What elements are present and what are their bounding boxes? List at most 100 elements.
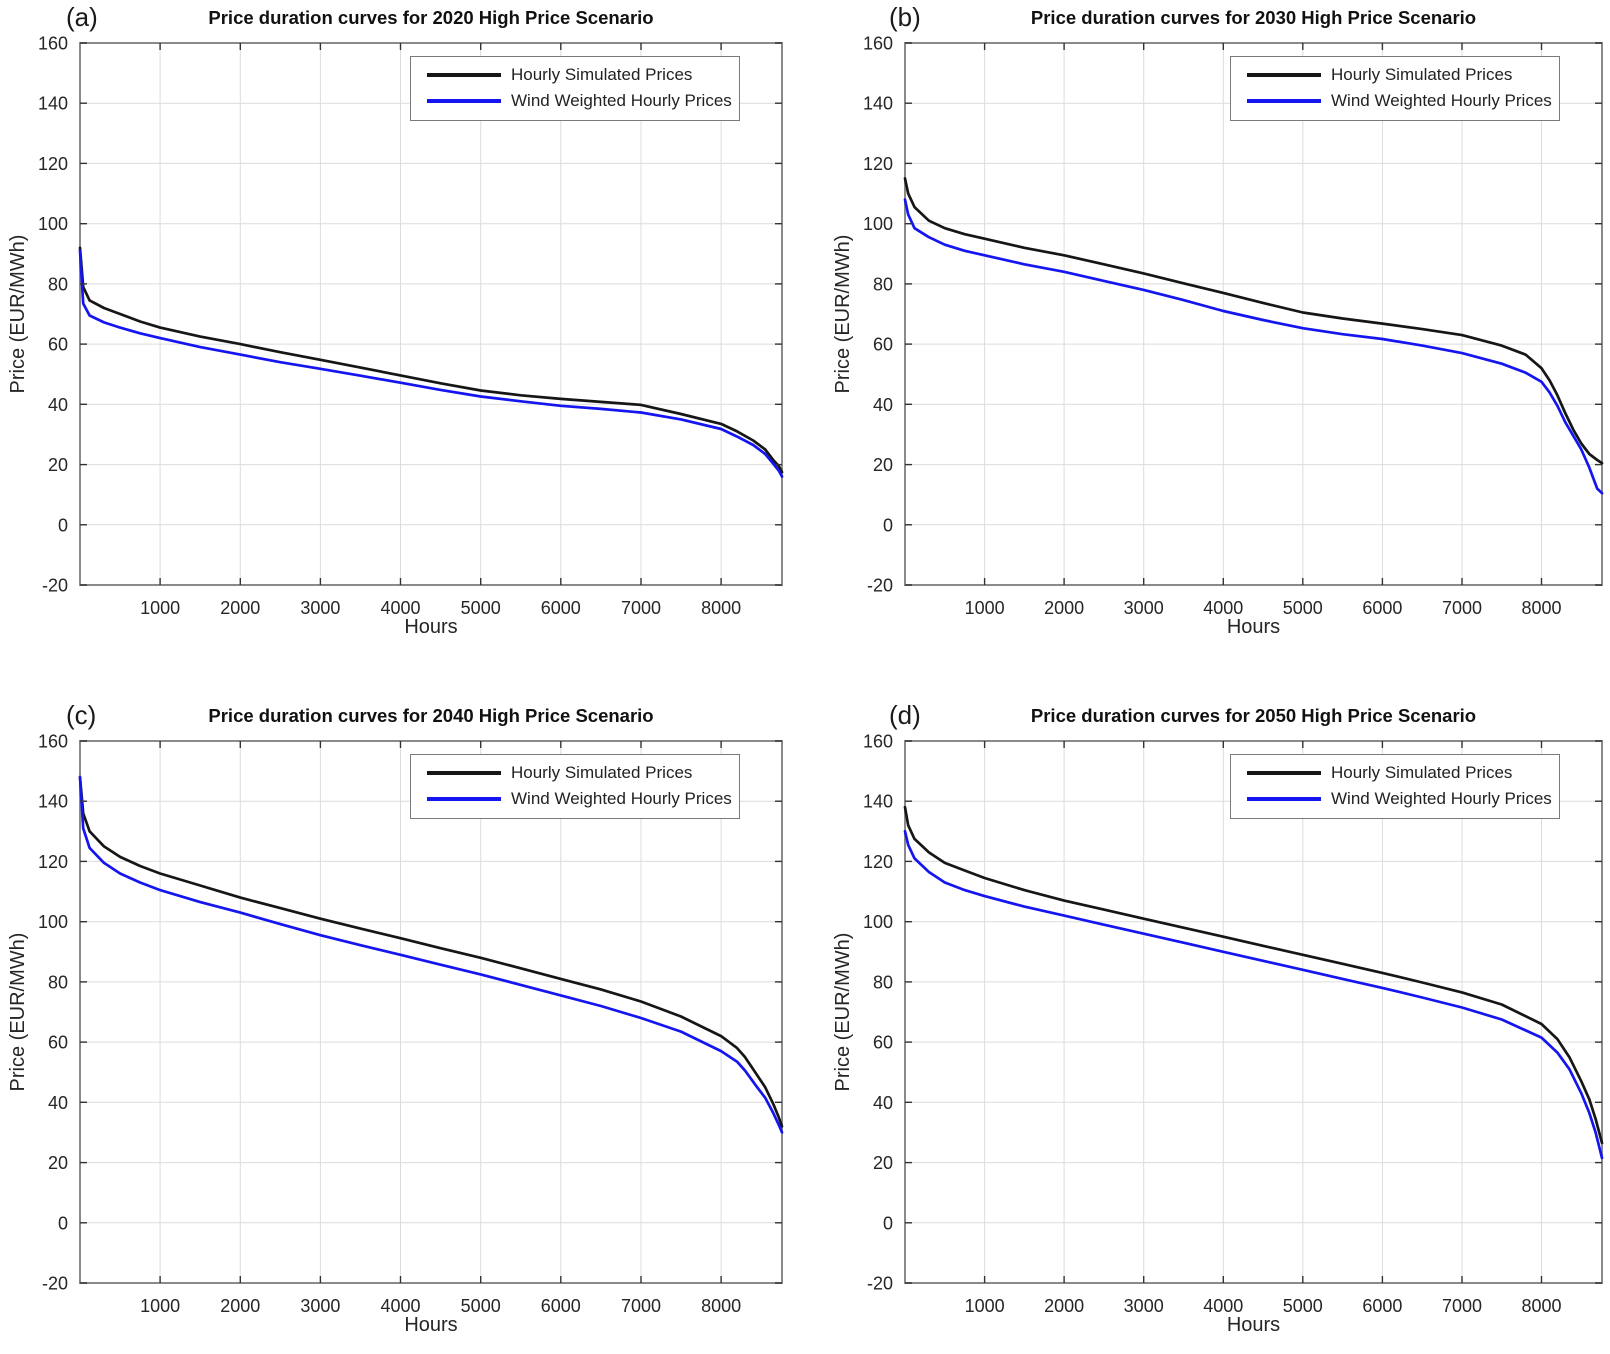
legend-entry-hourly-simulated: Hourly Simulated Prices (1231, 760, 1559, 786)
svg-text:7000: 7000 (1442, 1296, 1482, 1316)
svg-text:1000: 1000 (965, 1296, 1005, 1316)
svg-text:80: 80 (48, 274, 68, 294)
plot-area-a: -20 0 20 40 60 80 100 120 140 160 1000 2000 3000 4000… (38, 34, 784, 619)
svg-text:8000: 8000 (701, 1296, 741, 1316)
tick-labels: -20 0 20 40 60 80 100 120 140 160 1000 2000 3000 4000… (38, 34, 741, 619)
svg-text:60: 60 (48, 1033, 68, 1053)
panel-title-c: Price duration curves for 2040 High Pric… (208, 705, 654, 726)
x-axis-label-c: Hours (404, 1314, 458, 1336)
svg-text:7000: 7000 (621, 1296, 661, 1316)
svg-text:40: 40 (48, 1093, 68, 1113)
svg-text:-20: -20 (867, 1274, 893, 1294)
legend-entry-hourly-simulated: Hourly Simulated Prices (1231, 62, 1559, 88)
svg-text:80: 80 (873, 972, 893, 992)
x-axis-label-a: Hours (404, 616, 458, 638)
gridlines (905, 42, 1602, 586)
svg-text:20: 20 (48, 1153, 68, 1173)
svg-text:160: 160 (863, 732, 893, 752)
blue-line-swatch-icon (1247, 797, 1321, 801)
svg-text:160: 160 (863, 34, 893, 54)
svg-text:5000: 5000 (1283, 598, 1323, 618)
svg-text:80: 80 (48, 972, 68, 992)
panel-d: -20 0 20 40 60 80 100 120 140 160 1000 2000 3000 4000… (805, 677, 1610, 1354)
svg-text:8000: 8000 (701, 598, 741, 618)
panel-b: -20 0 20 40 60 80 100 120 140 160 1000 2000 3000 4000… (805, 0, 1610, 677)
blue-line-swatch-icon (427, 797, 501, 801)
svg-text:60: 60 (873, 1033, 893, 1053)
svg-text:80: 80 (873, 274, 893, 294)
svg-text:8000: 8000 (1521, 1296, 1561, 1316)
svg-text:0: 0 (58, 1213, 68, 1233)
svg-text:4000: 4000 (380, 1296, 420, 1316)
svg-text:3000: 3000 (300, 1296, 340, 1316)
svg-text:40: 40 (873, 1093, 893, 1113)
blue-line-swatch-icon (427, 99, 501, 103)
panel-letter-b: (b) (889, 2, 921, 32)
legend-a: Hourly Simulated Prices Wind Weighted Ho… (410, 56, 740, 121)
black-line-swatch-icon (1247, 771, 1321, 775)
svg-text:40: 40 (48, 395, 68, 415)
svg-text:20: 20 (873, 1153, 893, 1173)
svg-text:6000: 6000 (541, 598, 581, 618)
svg-text:160: 160 (38, 34, 68, 54)
tick-labels: -20 0 20 40 60 80 100 120 140 160 1000 2000 3000 4000… (863, 34, 1562, 619)
svg-text:3000: 3000 (1124, 1296, 1164, 1316)
legend-d: Hourly Simulated Prices Wind Weighted Ho… (1230, 754, 1560, 819)
svg-text:140: 140 (38, 94, 68, 114)
svg-text:20: 20 (873, 455, 893, 475)
gridlines (80, 740, 782, 1284)
tick-marks (905, 42, 1602, 586)
svg-text:5000: 5000 (461, 598, 501, 618)
tick-labels: -20 0 20 40 60 80 100 120 140 160 1000 2000 3000 4000… (863, 732, 1562, 1317)
panel-letter-a: (a) (66, 2, 98, 32)
legend-entry-wind-weighted: Wind Weighted Hourly Prices (1231, 88, 1559, 114)
panel-letter-c: (c) (66, 700, 97, 730)
svg-text:6000: 6000 (1362, 1296, 1402, 1316)
svg-text:7000: 7000 (621, 598, 661, 618)
axes-box (79, 42, 783, 586)
panel-title-a: Price duration curves for 2020 High Pric… (208, 7, 654, 28)
y-axis-label-d: Price (EUR/MWh) (832, 932, 854, 1092)
tick-marks (905, 740, 1602, 1284)
svg-text:-20: -20 (867, 576, 893, 596)
legend-entry-hourly-simulated: Hourly Simulated Prices (411, 62, 739, 88)
svg-text:4000: 4000 (1203, 1296, 1243, 1316)
svg-text:4000: 4000 (380, 598, 420, 618)
black-line-swatch-icon (1247, 73, 1321, 77)
tick-marks (80, 42, 782, 586)
svg-text:1000: 1000 (965, 598, 1005, 618)
svg-text:3000: 3000 (1124, 598, 1164, 618)
curves (78, 246, 784, 478)
panel-a: -20 0 20 40 60 80 100 120 140 160 1000 2000 3000 4000… (0, 0, 805, 677)
svg-text:120: 120 (863, 852, 893, 872)
panel-title-d: Price duration curves for 2050 High Pric… (1030, 705, 1477, 726)
curves (78, 775, 784, 1134)
svg-text:8000: 8000 (1521, 598, 1561, 618)
curves (903, 805, 1604, 1160)
x-axis-label-b: Hours (1226, 616, 1281, 638)
curves (903, 177, 1604, 495)
svg-text:100: 100 (38, 912, 68, 932)
axes-box (904, 740, 1603, 1284)
svg-text:2000: 2000 (220, 1296, 260, 1316)
black-line-swatch-icon (427, 771, 501, 775)
svg-text:160: 160 (38, 732, 68, 752)
svg-text:100: 100 (863, 214, 893, 234)
svg-text:2000: 2000 (1044, 598, 1084, 618)
svg-text:20: 20 (48, 455, 68, 475)
svg-text:100: 100 (863, 912, 893, 932)
svg-text:40: 40 (873, 395, 893, 415)
black-line-swatch-icon (427, 73, 501, 77)
svg-text:120: 120 (863, 154, 893, 174)
panel-letter-d: (d) (889, 700, 921, 730)
legend-entry-wind-weighted: Wind Weighted Hourly Prices (411, 786, 739, 812)
legend-entry-wind-weighted: Wind Weighted Hourly Prices (411, 88, 739, 114)
svg-text:120: 120 (38, 154, 68, 174)
svg-text:0: 0 (883, 515, 893, 535)
svg-text:0: 0 (58, 515, 68, 535)
svg-text:4000: 4000 (1203, 598, 1243, 618)
svg-text:2000: 2000 (220, 598, 260, 618)
svg-text:60: 60 (873, 335, 893, 355)
legend-entry-hourly-simulated: Hourly Simulated Prices (411, 760, 739, 786)
